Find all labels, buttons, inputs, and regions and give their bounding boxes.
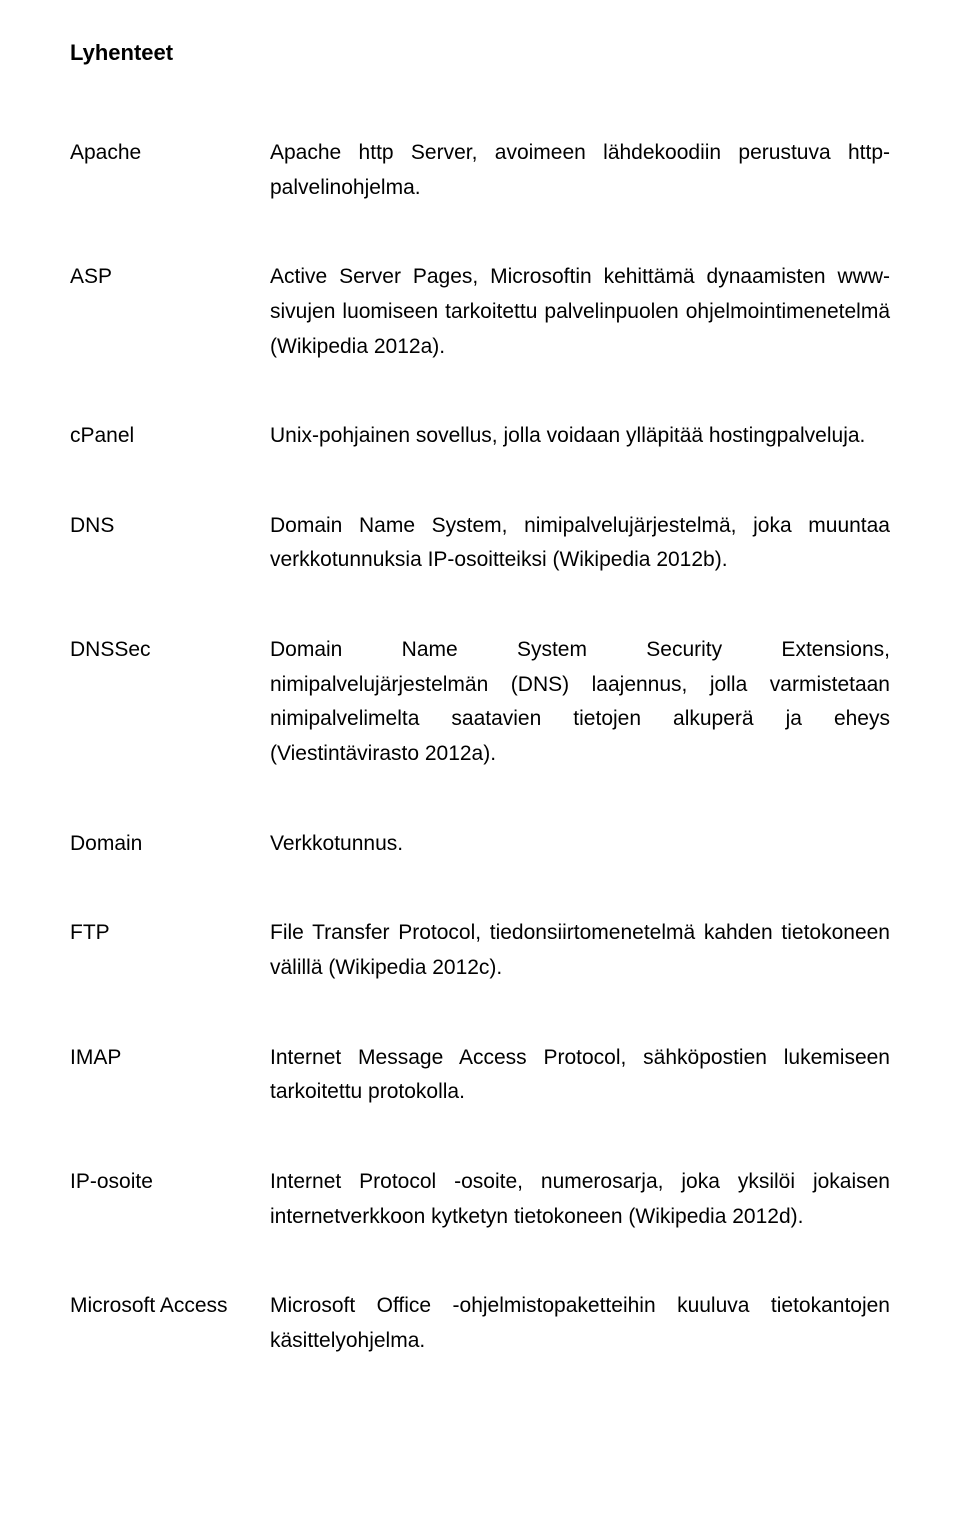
definition: Internet Protocol -osoite, numerosarja, … <box>270 1165 890 1234</box>
glossary-entry: FTP File Transfer Protocol, tiedonsiirto… <box>70 916 890 985</box>
term: IP-osoite <box>70 1165 270 1200</box>
glossary-entry: ASP Active Server Pages, Microsoftin keh… <box>70 260 890 364</box>
glossary-entry: Apache Apache http Server, avoimeen lähd… <box>70 136 890 205</box>
definition: Verkkotunnus. <box>270 827 890 862</box>
definition: Unix-pohjainen sovellus, jolla voidaan y… <box>270 419 890 454</box>
glossary-entry: cPanel Unix-pohjainen sovellus, jolla vo… <box>70 419 890 454</box>
page-title: Lyhenteet <box>70 40 890 66</box>
definition: Microsoft Office -ohjelmistopaketteihin … <box>270 1289 890 1358</box>
glossary-entry: IMAP Internet Message Access Protocol, s… <box>70 1041 890 1110</box>
term: Domain <box>70 827 270 862</box>
definition: Active Server Pages, Microsoftin kehittä… <box>270 260 890 364</box>
glossary-entry: DNSSec Domain Name System Security Exten… <box>70 633 890 772</box>
definition: File Transfer Protocol, tiedonsiirtomene… <box>270 916 890 985</box>
definition: Internet Message Access Protocol, sähköp… <box>270 1041 890 1110</box>
glossary-entry: DNS Domain Name System, nimipalvelujärje… <box>70 509 890 578</box>
term: FTP <box>70 916 270 951</box>
term: Apache <box>70 136 270 171</box>
term: ASP <box>70 260 270 295</box>
glossary-entry: IP-osoite Internet Protocol -osoite, num… <box>70 1165 890 1234</box>
glossary-entry: Microsoft Access Microsoft Office -ohjel… <box>70 1289 890 1358</box>
term: IMAP <box>70 1041 270 1076</box>
definition: Domain Name System Security Extensions, … <box>270 633 890 772</box>
term: cPanel <box>70 419 270 454</box>
term: DNSSec <box>70 633 270 668</box>
definition: Apache http Server, avoimeen lähdekoodii… <box>270 136 890 205</box>
term: Microsoft Access <box>70 1289 270 1324</box>
glossary-entry: Domain Verkkotunnus. <box>70 827 890 862</box>
definition: Domain Name System, nimipalvelujärjestel… <box>270 509 890 578</box>
term: DNS <box>70 509 270 544</box>
